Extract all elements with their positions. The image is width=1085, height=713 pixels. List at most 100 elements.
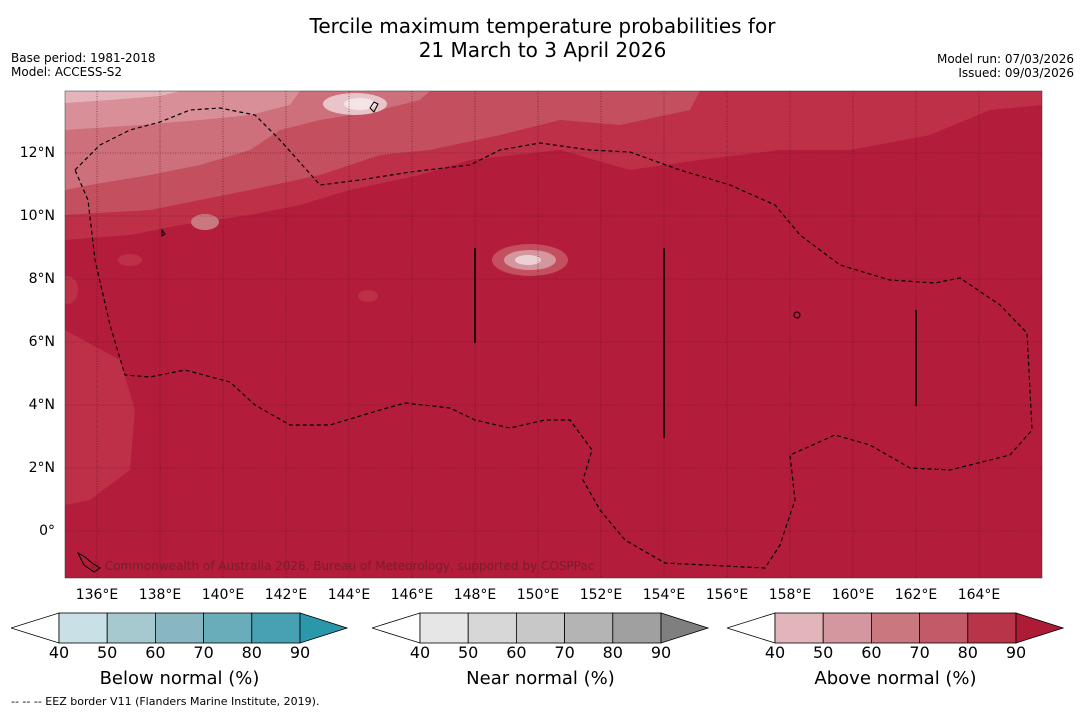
base-period: Base period: 1981-2018 [11, 51, 156, 65]
island-palau [161, 228, 166, 237]
colorbar-below [11, 612, 348, 644]
colorbar-segment [774, 612, 824, 644]
field-50 [65, 91, 300, 130]
meta-right: Model run: 07/03/2026 Issued: 09/03/2026 [937, 52, 1074, 80]
longitude-label: 164°E [957, 587, 1001, 603]
title-line-2: 21 March to 3 April 2026 [418, 38, 667, 62]
longitude-label: 142°E [264, 587, 308, 603]
longitude-label: 146°E [390, 587, 434, 603]
longitude-label: 148°E [453, 587, 497, 603]
colorbar-tick: 90 [1005, 643, 1027, 662]
meta-left: Base period: 1981-2018 Model: ACCESS-S2 [11, 51, 156, 79]
title-line-1: Tercile maximum temperature probabilitie… [309, 14, 776, 38]
longitude-label: 138°E [138, 587, 182, 603]
legend-title: Below normal (%) [99, 668, 260, 689]
colorbar-tick: 70 [554, 643, 575, 662]
field-west-strip [65, 330, 135, 505]
colorbar-segment [822, 612, 872, 644]
colorbar-tick: 50 [97, 643, 118, 662]
eez-border-west [74, 107, 1033, 569]
colorbar-segment [967, 612, 1017, 644]
longitude-label: 150°E [516, 587, 560, 603]
colorbar-segment [58, 612, 108, 644]
latitude-label: 6°N [28, 334, 55, 350]
island-pohnpei [793, 311, 801, 319]
colorbar-tick: 50 [458, 643, 479, 662]
longitude-label: 156°E [705, 587, 749, 603]
field-small-patch-3 [358, 290, 378, 302]
issued-date: Issued: 09/03/2026 [958, 66, 1074, 80]
latitude-label: 2°N [28, 460, 55, 476]
colorbar-tick: 40 [764, 643, 786, 662]
colorbar-segment [203, 612, 253, 644]
colorbar-extend-high [1015, 612, 1064, 644]
colorbar-segment [564, 612, 614, 644]
map-fields [65, 91, 1042, 578]
colorbar-tick: 80 [602, 643, 623, 662]
model-run: Model run: 07/03/2026 [936, 52, 1074, 66]
colorbar-tick: 50 [813, 643, 834, 662]
map-frame [64, 90, 1043, 579]
colorbar-segment [612, 612, 662, 644]
longitude-label: 140°E [201, 587, 245, 603]
legend-near: 40 50 60 70 80 90 Near normal (%) [372, 612, 709, 692]
island-guam [369, 101, 379, 113]
colorbar-tick: 70 [909, 643, 930, 662]
field-lightest-patch [344, 98, 376, 110]
colorbar-tick: 60 [145, 643, 166, 662]
legend-title: Near normal (%) [466, 668, 615, 689]
colorbar-segment [467, 612, 517, 644]
colorbar-segment [919, 612, 969, 644]
islands [76, 101, 801, 573]
eez-borders [74, 107, 1033, 569]
island-new-guinea-coast [76, 551, 101, 573]
field-small-patch-4 [65, 276, 78, 304]
colorbar-tick: 70 [193, 643, 214, 662]
model-name: Model: ACCESS-S2 [11, 65, 123, 79]
colorbar-segment [251, 612, 301, 644]
colorbar-extend-low [11, 612, 60, 644]
colorbar-tick: 60 [861, 643, 882, 662]
legend-title: Above normal (%) [814, 668, 977, 689]
colorbar-extend-high [660, 612, 709, 644]
blob-inner [515, 255, 541, 265]
legend-below: 40 50 60 70 80 90 Below normal (%) [11, 612, 348, 692]
atoll-markers [474, 248, 917, 438]
longitude-label: 144°E [327, 587, 371, 603]
colorbar-extend-low [727, 612, 776, 644]
latitude-label: 12°N [19, 145, 55, 161]
copyright-notice: © Commonwealth of Australia 2026, Bureau… [89, 559, 595, 573]
colorbar-segment [870, 612, 920, 644]
colorbar-extend-high [299, 612, 348, 644]
colorbar-tick: 80 [957, 643, 978, 662]
latitude-label: 4°N [28, 397, 55, 413]
longitude-label: 160°E [831, 587, 875, 603]
colorbar-tick: 90 [289, 643, 311, 662]
chart-title: Tercile maximum temperature probabilitie… [0, 14, 1085, 62]
latitude-label: 10°N [19, 208, 55, 224]
colorbar-tick: 60 [506, 643, 527, 662]
field-small-patch-2 [118, 254, 142, 266]
longitude-label: 162°E [894, 587, 938, 603]
longitude-label: 154°E [642, 587, 686, 603]
colorbar-segment [419, 612, 469, 644]
legend-above: 40 50 60 70 80 90 Above normal (%) [727, 612, 1064, 692]
colorbar-segment [106, 612, 156, 644]
colorbar-tick: 40 [409, 643, 431, 662]
latitude-label: 8°N [28, 271, 55, 287]
footnote: -- -- -- EEZ border V11 (Flanders Marine… [11, 695, 320, 708]
colorbar-segment [154, 612, 204, 644]
field-40 [65, 91, 180, 103]
field-small-patch [191, 214, 219, 230]
longitude-label: 158°E [768, 587, 812, 603]
colorbar-extend-low [372, 612, 421, 644]
colorbar-segment [515, 612, 565, 644]
colorbar-tick: 90 [650, 643, 672, 662]
colorbar-tick: 80 [241, 643, 262, 662]
colorbar-near [372, 612, 709, 644]
longitude-label: 152°E [579, 587, 623, 603]
latitude-label: 0° [39, 523, 55, 539]
colorbar-above [727, 612, 1064, 644]
longitude-label: 136°E [75, 587, 119, 603]
